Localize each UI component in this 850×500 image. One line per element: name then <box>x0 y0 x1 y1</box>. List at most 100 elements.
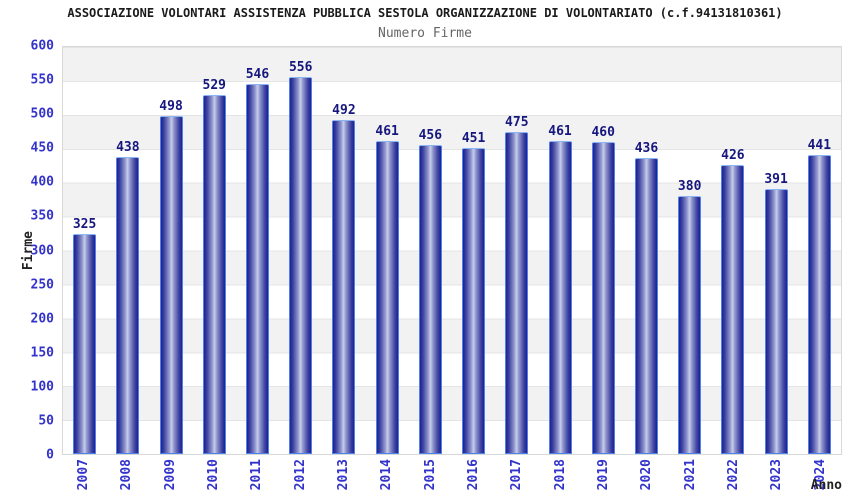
y-tick-label-0: 0 <box>46 447 54 463</box>
bar-2014 <box>375 141 399 454</box>
bar-value-label-2023: 391 <box>764 171 788 187</box>
bar-2017 <box>505 131 529 454</box>
bar-value-label-2018: 461 <box>548 124 572 140</box>
y-tick-label-300: 300 <box>30 243 54 258</box>
x-tick-label-2009: 2009 <box>162 459 178 491</box>
bar-slot-2024: 441 <box>798 47 841 454</box>
bar-value-label-2007: 325 <box>72 216 97 232</box>
y-tick-label-350: 350 <box>30 208 54 224</box>
bar-value-label-2020: 436 <box>634 141 659 157</box>
bar-2015 <box>418 144 442 454</box>
bar-2010 <box>202 95 226 454</box>
bar-value-label-2009: 498 <box>159 99 183 115</box>
x-axis-label: Anno <box>810 478 842 493</box>
bar-2022 <box>721 165 745 454</box>
x-tick-label-2012: 2012 <box>292 459 308 491</box>
x-tick-slot-2008: 2008 <box>105 459 148 500</box>
y-tick-label-200: 200 <box>30 311 54 327</box>
bar-value-label-2021: 380 <box>677 179 702 195</box>
plot-area: 325 438 498 529 546 556 492 461 456 451 475 461 460 4… <box>62 46 842 455</box>
x-tick-slot-2013: 2013 <box>322 459 365 500</box>
y-tick-label-150: 150 <box>30 345 54 361</box>
x-tick-slot-2021: 2021 <box>669 459 712 500</box>
bar-value-label-2017: 475 <box>505 114 529 130</box>
bar-2016 <box>462 148 486 454</box>
y-tick-label-600: 600 <box>30 38 54 54</box>
x-tick-label-2008: 2008 <box>119 459 135 491</box>
x-tick-slot-2011: 2011 <box>235 459 278 500</box>
bar-slot-2011: 546 <box>236 47 279 454</box>
bar-slot-2007: 325 <box>63 47 106 454</box>
bar-slot-2018: 461 <box>539 47 582 454</box>
bar-slot-2010: 529 <box>193 47 236 454</box>
bar-2012 <box>289 76 313 454</box>
x-tick-label-2014: 2014 <box>379 459 395 491</box>
y-tick-label-400: 400 <box>30 174 54 190</box>
x-tick-label-2017: 2017 <box>509 459 525 491</box>
x-tick-slot-2012: 2012 <box>279 459 322 500</box>
x-tick-slot-2018: 2018 <box>539 459 582 500</box>
bar-2009 <box>159 116 183 454</box>
bar-value-label-2015: 456 <box>418 127 443 143</box>
y-tick-label-450: 450 <box>30 140 54 156</box>
bar-value-label-2024: 441 <box>807 137 832 153</box>
x-tick-slot-2009: 2009 <box>149 459 192 500</box>
x-tick-label-2011: 2011 <box>249 459 265 491</box>
bar-2018 <box>548 141 572 454</box>
x-tick-label-2021: 2021 <box>682 459 698 491</box>
bar-slot-2020: 436 <box>625 47 668 454</box>
bar-value-label-2012: 556 <box>288 59 313 75</box>
x-tick-slot-2015: 2015 <box>409 459 452 500</box>
x-tick-slot-2017: 2017 <box>495 459 538 500</box>
bar-2011 <box>245 83 269 454</box>
x-tick-label-2019: 2019 <box>596 459 612 491</box>
y-tick-label-250: 250 <box>30 277 54 293</box>
x-axis-ticks: 2007 2008 2009 2010 2011 2012 2013 2014 2015 2016… <box>62 459 842 500</box>
bar-2020 <box>634 158 658 454</box>
bar-value-label-2011: 546 <box>245 66 270 82</box>
bar-value-label-2010: 529 <box>202 78 226 94</box>
bar-slot-2012: 556 <box>279 47 322 454</box>
y-tick-label-100: 100 <box>30 379 54 395</box>
bar-2019 <box>591 141 615 454</box>
x-tick-label-2018: 2018 <box>552 459 568 491</box>
x-tick-slot-2023: 2023 <box>755 459 798 500</box>
bar-2007 <box>73 233 97 454</box>
bar-slot-2019: 460 <box>582 47 625 454</box>
bar-slot-2023: 391 <box>755 47 798 454</box>
x-tick-slot-2014: 2014 <box>365 459 408 500</box>
bar-slot-2022: 426 <box>711 47 754 454</box>
bar-slot-2016: 451 <box>452 47 495 454</box>
x-tick-slot-2010: 2010 <box>192 459 235 500</box>
bar-slot-2008: 438 <box>106 47 149 454</box>
x-tick-slot-2007: 2007 <box>62 459 105 500</box>
x-tick-label-2016: 2016 <box>466 459 482 491</box>
x-tick-label-2010: 2010 <box>206 459 222 491</box>
bar-value-label-2022: 426 <box>721 148 745 164</box>
x-tick-slot-2020: 2020 <box>625 459 668 500</box>
x-tick-label-2015: 2015 <box>422 459 438 491</box>
y-tick-label-50: 50 <box>38 413 54 429</box>
bar-slot-2017: 475 <box>495 47 538 454</box>
bar-value-label-2013: 492 <box>332 103 356 119</box>
bar-2008 <box>116 156 140 454</box>
x-tick-label-2013: 2013 <box>336 459 352 491</box>
bar-2023 <box>764 188 788 454</box>
chart-title: ASSOCIAZIONE VOLONTARI ASSISTENZA PUBBLI… <box>67 6 783 20</box>
bar-slot-2021: 380 <box>668 47 711 454</box>
bar-slot-2009: 498 <box>150 47 193 454</box>
bar-2021 <box>678 196 702 454</box>
x-tick-slot-2016: 2016 <box>452 459 495 500</box>
x-tick-label-2020: 2020 <box>639 459 655 491</box>
bar-value-label-2019: 460 <box>591 124 615 140</box>
chart-subtitle: Numero Firme <box>378 26 472 41</box>
bar-slot-2014: 461 <box>366 47 409 454</box>
x-tick-label-2023: 2023 <box>769 459 785 491</box>
y-tick-label-550: 550 <box>30 72 54 88</box>
x-tick-slot-2022: 2022 <box>712 459 755 500</box>
y-tick-label-500: 500 <box>30 106 54 122</box>
bar-value-label-2008: 438 <box>116 139 140 155</box>
x-tick-label-2022: 2022 <box>726 459 742 491</box>
x-tick-label-2007: 2007 <box>76 459 92 491</box>
